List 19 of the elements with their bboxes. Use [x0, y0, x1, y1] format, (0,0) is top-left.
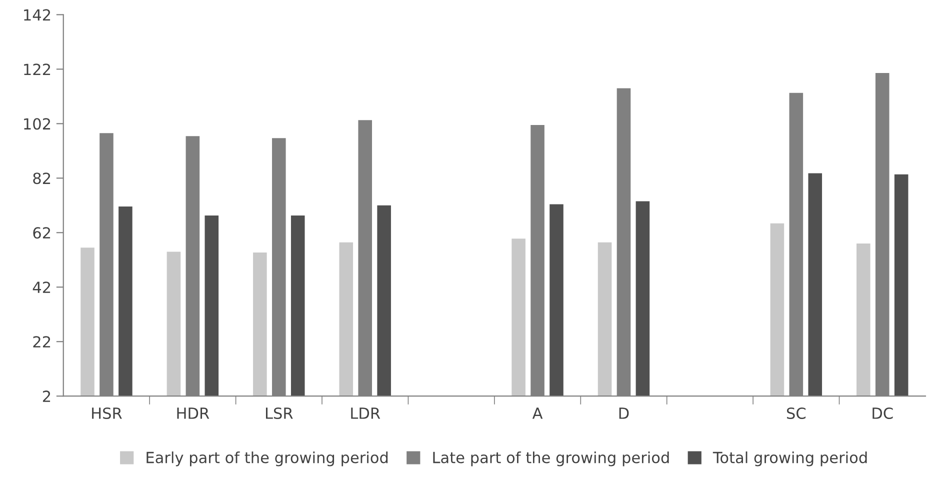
- y-tick-label: 102: [24, 118, 50, 130]
- x-tick-label: LDR: [351, 408, 380, 419]
- y-tick-label: 142: [24, 9, 50, 20]
- legend-label: Late part of the growing period: [433, 451, 669, 466]
- x-tick-label: SC: [786, 407, 806, 420]
- x-tick-label: HDR: [177, 408, 210, 419]
- legend-label: Total growing period: [712, 451, 867, 466]
- y-tick-label: 122: [24, 64, 50, 75]
- y-tick-label: 2: [42, 390, 50, 402]
- y-tick-label: 42: [32, 282, 50, 293]
- y-tick-label: 62: [33, 227, 50, 239]
- x-tick-label: HSR: [92, 407, 122, 420]
- y-tick-label: 82: [33, 172, 50, 184]
- y-tick-label: 22: [33, 336, 50, 348]
- legend-label: Early part of the growing period: [146, 451, 388, 466]
- x-tick-label: D: [619, 408, 629, 419]
- x-tick-label: A: [532, 408, 543, 419]
- x-tick-label: LSR: [266, 407, 293, 420]
- x-tick-label: DC: [872, 407, 893, 420]
